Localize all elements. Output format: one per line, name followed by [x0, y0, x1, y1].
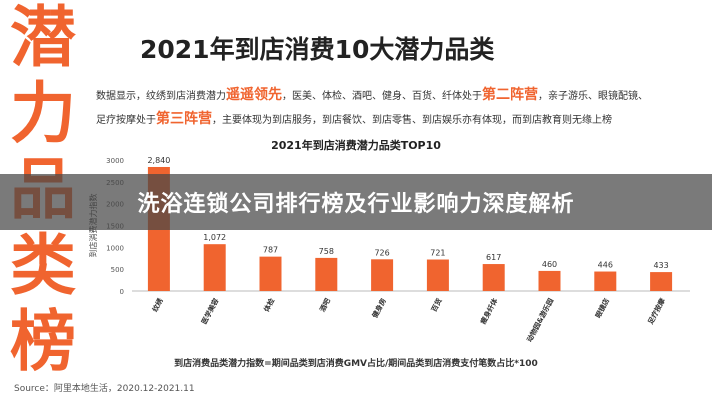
- data-label: 787: [263, 246, 278, 255]
- overlay-banner: [0, 174, 712, 230]
- description-line-1: 数据显示，纹绣到店消费潜力遥遥领先，医美、体检、酒吧、健身、百货、纤体处于第二阵…: [96, 84, 696, 108]
- bar: [482, 264, 505, 291]
- page-title: 2021年到店消费10大潜力品类: [140, 35, 495, 64]
- data-label: 446: [598, 261, 613, 270]
- category-label: 体检: [262, 297, 277, 314]
- data-label: 460: [542, 260, 557, 269]
- data-label: 1,072: [203, 233, 226, 242]
- category-label: 瘦身纤体: [478, 296, 500, 326]
- bar: [259, 256, 282, 291]
- description: 数据显示，纹绣到店消费潜力遥遥领先，医美、体检、酒吧、健身、百货、纤体处于第二阵…: [96, 84, 696, 132]
- side-word-char: 类: [10, 227, 76, 304]
- footnote: 到店消费品类潜力指数=期间品类到店消费GMV占比/期间品类到店消费支付笔数占比*…: [174, 359, 538, 369]
- desc-text: ，医美、体检、酒吧、健身、百货、纤体处于: [282, 91, 482, 102]
- y-tick-label: 1000: [106, 244, 124, 252]
- desc-highlight: 第二阵营: [482, 87, 538, 103]
- category-label: 医学美容: [199, 297, 220, 326]
- side-word-char: 榜: [10, 303, 76, 380]
- chart-title: 2021年到店消费潜力品类TOP10: [271, 139, 441, 152]
- description-line-2: 足疗按摩处于第三阵营，主要体现为到店服务，到店餐饮、到店零售、到店娱乐亦有体现，…: [96, 108, 696, 132]
- side-word-char: 力: [10, 75, 76, 152]
- side-word-char: 潜: [10, 0, 76, 76]
- category-label: 酒吧: [318, 297, 333, 314]
- category-label: 纹绣: [150, 296, 165, 313]
- bar: [315, 257, 338, 291]
- category-label: 动物园&游乐园: [525, 297, 556, 344]
- side-word-vertical: 潜 力 品 类 榜: [4, 0, 82, 380]
- y-tick-label: 0: [120, 288, 124, 296]
- overlay-title: 洗浴连锁公司排行榜及行业影响力深度解析: [137, 192, 575, 217]
- desc-highlight: 第三阵营: [156, 111, 212, 127]
- desc-text: 数据显示，纹绣到店消费潜力: [96, 91, 226, 102]
- bar: [426, 259, 449, 291]
- category-label: 健身房: [370, 297, 388, 320]
- data-label: 758: [319, 247, 334, 256]
- bar: [594, 271, 617, 291]
- desc-highlight: 遥遥领先: [226, 87, 282, 103]
- bar: [538, 270, 561, 291]
- bar: [650, 272, 673, 291]
- data-label: 721: [430, 249, 445, 258]
- desc-text: 足疗按摩处于: [96, 115, 156, 126]
- category-label: 足疗按摩: [646, 296, 668, 326]
- bar: [203, 244, 226, 291]
- data-label: 2,840: [147, 156, 170, 165]
- y-tick-label: 3000: [106, 157, 124, 165]
- data-label: 433: [653, 261, 668, 270]
- desc-text: ，主要体现为到店服务，到店餐饮、到店零售、到店娱乐亦有体现，而到店教育则无缘上榜: [212, 115, 612, 126]
- desc-text: ，亲子游乐、眼镜配镜、: [538, 91, 648, 102]
- bar: [371, 259, 394, 291]
- data-label: 617: [486, 253, 501, 262]
- data-label: 726: [374, 248, 389, 257]
- source-note: Source：阿里本地生活，2020.12-2021.11: [14, 384, 195, 394]
- y-tick-label: 500: [111, 266, 124, 274]
- category-label: 百货: [429, 297, 444, 314]
- category-label: 眼镜店: [593, 297, 611, 320]
